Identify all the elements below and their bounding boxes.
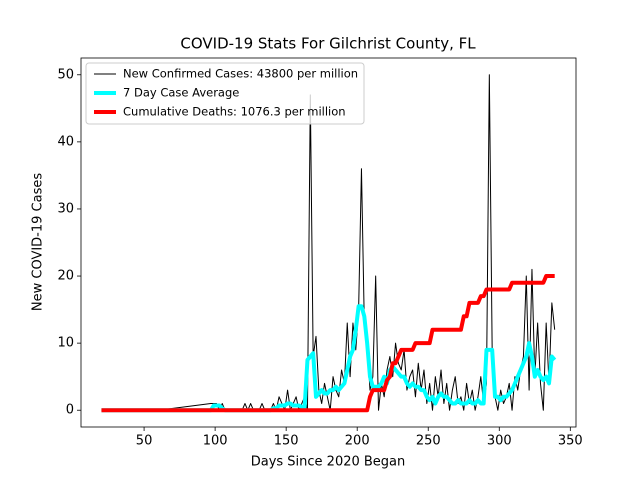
x-tick-label: 350 [558,434,583,449]
x-tick-label: 100 [203,434,228,449]
data-line [101,274,555,413]
legend-label: Cumulative Deaths: 1076.3 per million [123,105,346,119]
x-tick-label: 300 [487,434,512,449]
y-tick-label: 20 [57,269,74,284]
chart-title: COVID-19 Stats For Gilchrist County, FL [180,35,476,53]
y-axis-label: New COVID-19 Cases [31,173,46,311]
x-tick-label: 50 [136,434,153,449]
y-tick-label: 0 [66,403,74,418]
x-tick-label: 150 [274,434,299,449]
y-tick-label: 50 [57,67,74,82]
y-tick-label: 40 [57,134,74,149]
y-tick-label: 30 [57,201,74,216]
x-axis-label: Days Since 2020 Began [251,455,406,470]
legend-label: New Confirmed Cases: 43800 per million [123,67,358,81]
axes-frame [80,57,577,428]
legend-label: 7 Day Case Average [123,86,239,100]
x-tick-label: 200 [345,434,370,449]
x-tick-label: 250 [416,434,441,449]
y-tick-label: 10 [57,336,74,351]
data-line [101,74,556,411]
legend-box [85,62,365,125]
series-group [101,74,557,413]
